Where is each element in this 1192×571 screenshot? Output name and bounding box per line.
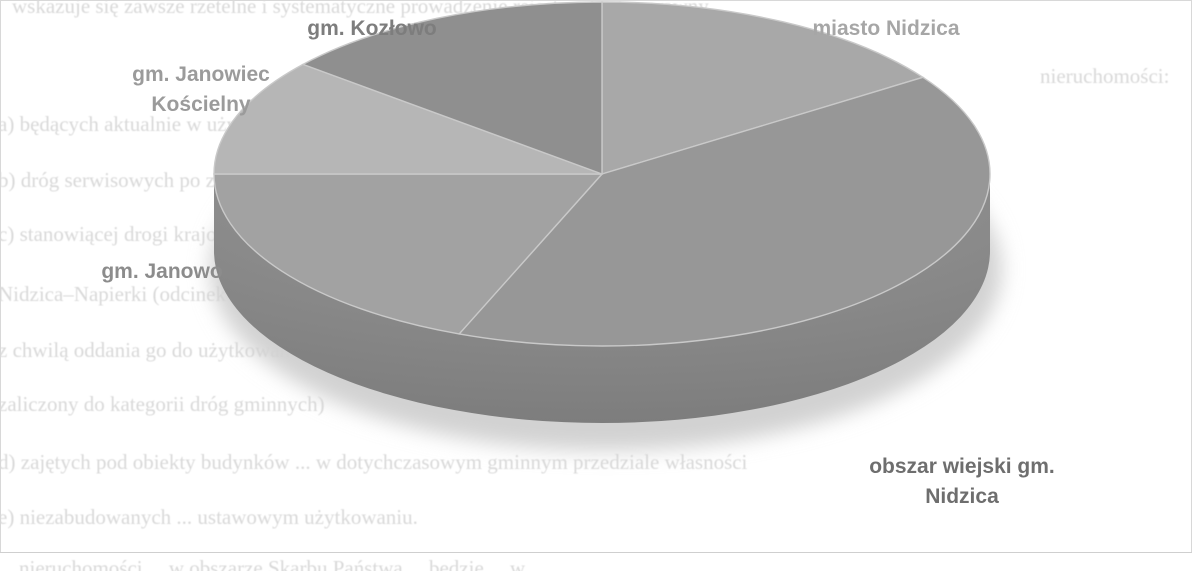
chart-border-bottom — [0, 552, 1192, 553]
slice-label: obszar wiejski gm. Nidzica — [869, 455, 1055, 508]
pie-slice-gm-janowo — [213, 173, 604, 335]
slice-label: gm. Janowiec Kościelny — [132, 63, 270, 116]
chart-border-left — [0, 0, 1, 553]
pie-slice-miasto-nidzica — [601, 1, 925, 175]
slice-label: gm. Janowo — [101, 260, 223, 283]
pie-slice-gm-kozłowo — [301, 1, 603, 176]
slice-label: miasto Nidzica — [812, 17, 960, 40]
pie-side-wall — [214, 174, 990, 423]
pie-slice-obszar-wiejski-gm-nidzica — [457, 76, 991, 347]
slice-label: gm. Kozłowo — [307, 17, 437, 40]
pie-slice-gm-janowiec-kościelny — [213, 63, 603, 175]
chart-border-top — [0, 0, 1192, 1]
